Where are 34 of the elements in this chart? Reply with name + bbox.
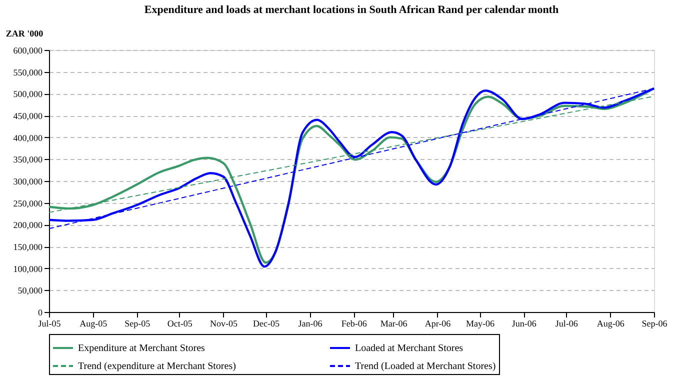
x-tick-label: Feb-06: [341, 318, 368, 328]
x-tick-label: Aug-06: [596, 318, 625, 328]
x-tick-label: Jun-06: [512, 318, 537, 328]
x-tick-label: Nov-05: [210, 318, 238, 328]
legend-label: Trend (expenditure at Merchant Stores): [78, 361, 236, 372]
y-tick-label: 50,000: [18, 286, 43, 296]
x-tick-label: Aug-05: [80, 318, 108, 328]
chart-title: Expenditure and loads at merchant locations in South African Rand per calendar month: [144, 4, 559, 16]
y-axis-title: ZAR '000: [6, 28, 44, 38]
y-tick-label: 550,000: [13, 67, 43, 78]
y-tick-label: 600,000: [13, 46, 43, 56]
y-tick-label: 400,000: [13, 132, 43, 143]
y-tick-label: 500,000: [13, 89, 43, 100]
x-tick-label: Oct-05: [167, 318, 193, 328]
x-tick-label: Mar-06: [380, 318, 408, 328]
y-tick-label: 350,000: [13, 154, 43, 165]
x-tick-label: Apr-06: [424, 318, 452, 328]
y-tick-label: 100,000: [13, 264, 43, 274]
x-tick-label: Jul-06: [555, 318, 578, 328]
legend-label: Trend (Loaded at Merchant Stores): [355, 361, 496, 372]
x-tick-label: Sep-06: [642, 318, 668, 328]
y-tick-label: 200,000: [13, 220, 43, 230]
x-tick-label: Jan-06: [298, 318, 323, 328]
x-tick-label: May-06: [466, 318, 495, 328]
y-tick-label: 0: [38, 308, 43, 318]
x-tick-label: Sep-05: [124, 318, 151, 328]
x-tick-label: Jul-05: [38, 318, 62, 328]
y-tick-label: 300,000: [13, 176, 43, 186]
legend-label: Expenditure at Merchant Stores: [78, 343, 206, 354]
legend-label: Loaded at Merchant Stores: [355, 343, 464, 354]
y-tick-label: 250,000: [13, 198, 43, 208]
y-tick-label: 150,000: [13, 242, 43, 252]
x-tick-label: Dec-05: [253, 318, 280, 328]
y-tick-label: 450,000: [13, 111, 43, 121]
